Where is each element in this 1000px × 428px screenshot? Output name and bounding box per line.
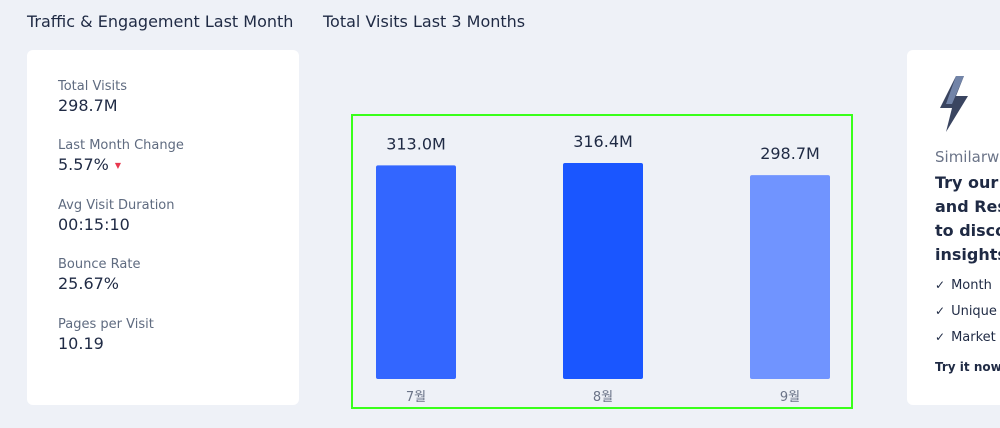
bar-value-label: 313.0M [386, 134, 446, 153]
stat-label: Bounce Rate [58, 257, 141, 272]
stat-value: 5.57% [58, 155, 109, 174]
x-tick-label: 7월 [406, 390, 426, 405]
stat-total-visits: Total Visits 298.7M [58, 79, 127, 115]
promo-feature-list: ✓ Month ✓ Unique ✓ Market [935, 272, 997, 350]
engagement-stats-card: Total Visits 298.7M Last Month Change 5.… [27, 50, 299, 405]
stat-bounce-rate: Bounce Rate 25.67% [58, 257, 140, 293]
list-item: ✓ Market [935, 324, 997, 350]
stat-avg-visit-duration: Avg Visit Duration 00:15:10 [58, 198, 175, 234]
trend-down-icon: ▼ [114, 160, 121, 170]
list-item: ✓ Month [935, 272, 997, 298]
total-visits-heading: Total Visits Last 3 Months [323, 12, 526, 31]
promo-headline-line: insights [935, 245, 1000, 264]
bar-1[interactable] [376, 165, 456, 379]
stat-pages-per-visit: Pages per Visit 10.19 [58, 317, 154, 353]
promo-headline: Try our I and Res to disco insights [935, 171, 1000, 267]
stat-value: 25.67% [58, 274, 120, 293]
stat-label: Last Month Change [58, 138, 184, 153]
stat-label: Avg Visit Duration [58, 198, 175, 213]
x-tick-label: 8월 [593, 390, 613, 405]
promo-card: Similarw Try our I and Res to disco insi… [907, 50, 1000, 405]
try-it-now-link[interactable]: Try it now [935, 360, 1000, 374]
feature-label: Unique [951, 303, 997, 319]
check-icon: ✓ [935, 278, 946, 292]
stat-last-month-change: Last Month Change 5.57% ▼ [58, 138, 184, 174]
feature-label: Market [951, 329, 996, 345]
promo-brand: Similarw [935, 148, 1000, 166]
stat-value: 00:15:10 [58, 215, 130, 234]
list-item: ✓ Unique [935, 298, 997, 324]
check-icon: ✓ [935, 304, 946, 318]
bar-value-label: 316.4M [573, 132, 633, 151]
stat-label: Total Visits [58, 79, 127, 94]
feature-label: Month [951, 277, 992, 293]
check-icon: ✓ [935, 330, 946, 344]
stat-value: 10.19 [58, 334, 104, 353]
traffic-engagement-heading: Traffic & Engagement Last Month [27, 12, 294, 31]
stat-value: 298.7M [58, 96, 118, 115]
bar-value-label: 298.7M [760, 144, 820, 163]
lightning-bolt-icon [940, 76, 968, 132]
bar-3[interactable] [750, 175, 830, 379]
promo-headline-line: to disco [935, 221, 1000, 240]
visits-bar-chart: 313.0M 7월 316.4M 8월 298.7M 9월 [376, 132, 830, 405]
promo-headline-line: and Res [935, 197, 1000, 216]
stat-label: Pages per Visit [58, 317, 154, 332]
bar-2[interactable] [563, 163, 643, 379]
visits-chart-highlight: 313.0M 7월 316.4M 8월 298.7M 9월 [351, 114, 853, 409]
promo-headline-line: Try our I [935, 173, 1000, 192]
x-tick-label: 9월 [780, 390, 800, 405]
